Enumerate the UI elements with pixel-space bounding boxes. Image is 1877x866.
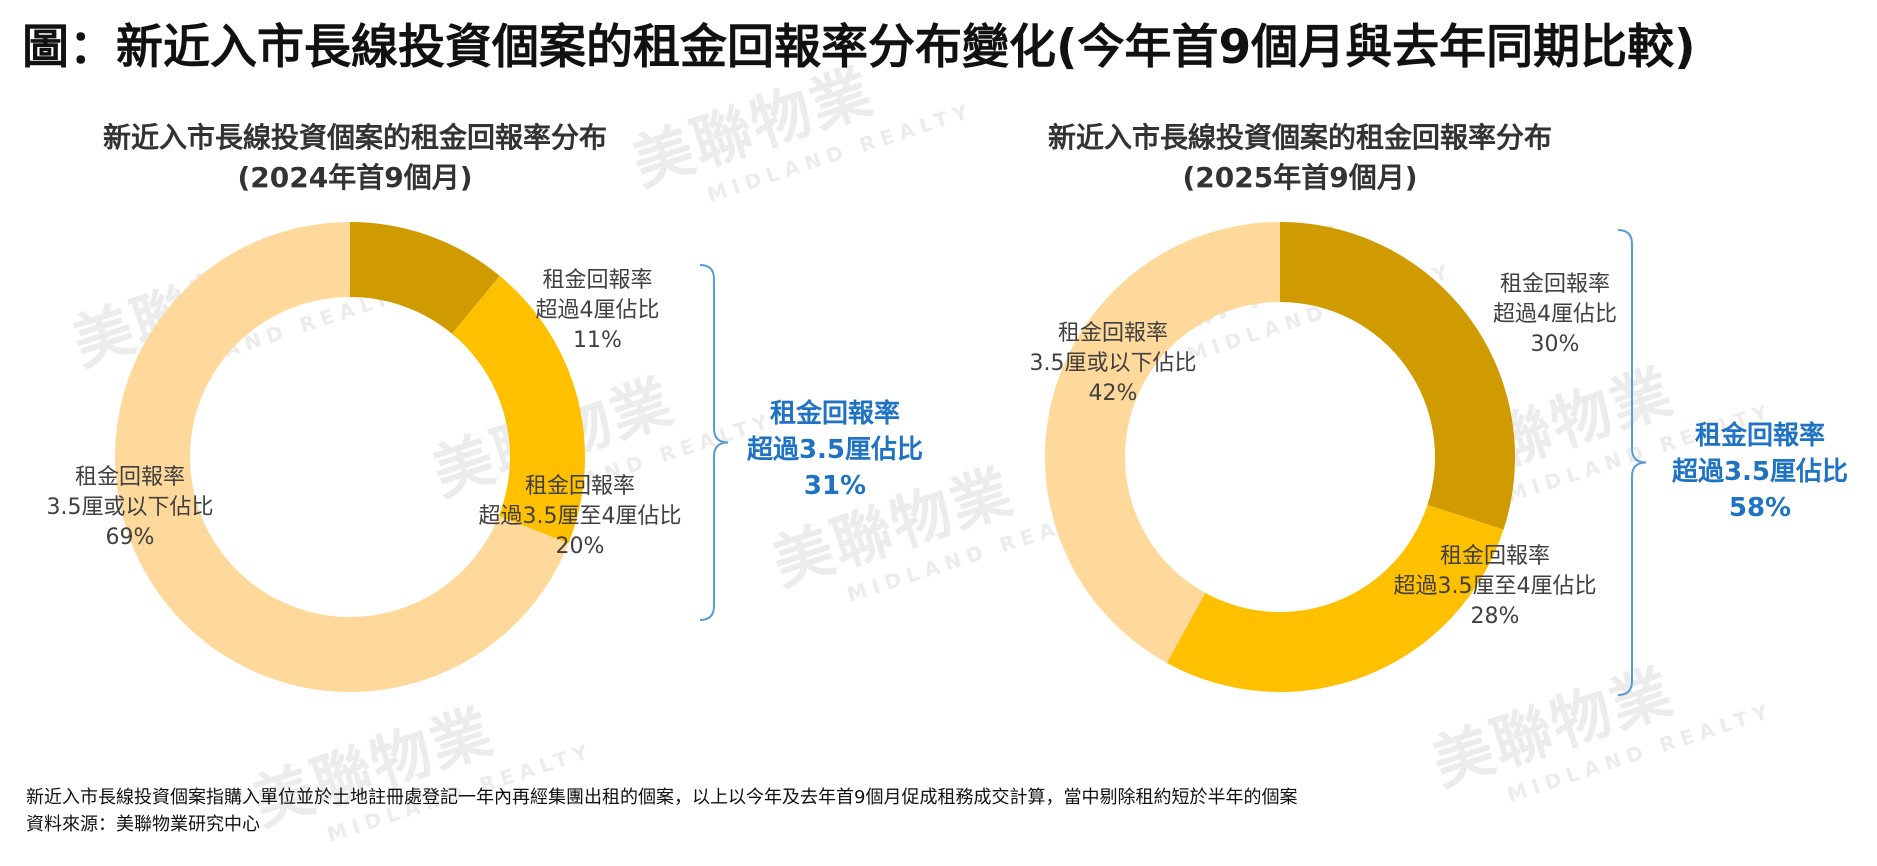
chart-1-summary-value: 31% — [803, 471, 867, 501]
chart-2-label-over4: 租金回報率 超過4厘佔比 30% — [1455, 270, 1655, 360]
chart-1-label-under3_5: 租金回報率 3.5厘或以下佔比 69% — [30, 463, 230, 553]
chart-2-title: 新近入市長線投資個案的租金回報率分布 (2025年首9個月) — [985, 118, 1615, 198]
chart-1-label-3_5to4-line1: 租金回報率 — [524, 474, 635, 499]
chart-1-label-3_5to4-value: 20% — [555, 534, 605, 559]
chart-2-summary-line2: 超過3.5厘佔比 — [1671, 457, 1849, 487]
chart-2-label-under3_5: 租金回報率 3.5厘或以下佔比 42% — [1013, 319, 1213, 409]
chart-1-label-over4-value: 11% — [573, 328, 622, 353]
chart-1-label-under3_5-line1: 租金回報率 — [74, 465, 185, 490]
chart-1-title-line2: (2024年首9個月) — [237, 161, 473, 194]
chart-1-slice-2 — [451, 275, 586, 544]
chart-1-summary: 租金回報率 超過3.5厘佔比 31% — [725, 396, 945, 504]
chart-2-label-under3_5-line2: 3.5厘或以下佔比 — [1029, 351, 1197, 376]
chart-2-summary-line1: 租金回報率 — [1694, 421, 1825, 451]
chart-2-summary-value: 58% — [1728, 493, 1792, 523]
chart-2-slice-1 — [1280, 222, 1515, 530]
chart-1-label-under3_5-line2: 3.5厘或以下佔比 — [46, 495, 214, 520]
chart-1-label-3_5to4: 租金回報率 超過3.5厘至4厘佔比 20% — [455, 472, 705, 562]
chart-2-summary-brace — [1617, 229, 1647, 696]
footnote: 新近入市長線投資個案指購入單位並於土地註冊處登記一年內再經集團出租的個案，以上以… — [26, 784, 1297, 838]
chart-2-label-over4-value: 30% — [1530, 332, 1580, 357]
chart-1-label-over4-line2: 超過4厘佔比 — [535, 298, 660, 323]
chart-1-title-line1: 新近入市長線投資個案的租金回報率分布 — [102, 121, 607, 154]
chart-1-summary-brace — [699, 264, 729, 621]
chart-2-label-3_5to4-value: 28% — [1470, 604, 1520, 629]
chart-1-label-3_5to4-line2: 超過3.5厘至4厘佔比 — [478, 504, 682, 529]
chart-1-summary-line1: 租金回報率 — [769, 399, 900, 429]
chart-2-label-under3_5-value: 42% — [1088, 381, 1138, 406]
chart-1-summary-line2: 超過3.5厘佔比 — [746, 435, 924, 465]
chart-2-label-3_5to4-line1: 租金回報率 — [1439, 544, 1550, 569]
chart-2-title-line1: 新近入市長線投資個案的租金回報率分布 — [1047, 121, 1552, 154]
chart-2-label-over4-line2: 超過4厘佔比 — [1493, 302, 1617, 327]
chart-2-slice-2 — [1166, 504, 1504, 692]
chart-2-label-over4-line1: 租金回報率 — [1499, 272, 1610, 297]
chart-2-label-3_5to4-line2: 超過3.5厘至4厘佔比 — [1393, 574, 1597, 599]
chart-1-label-under3_5-value: 69% — [105, 525, 155, 550]
page-title: 圖：新近入市長線投資個案的租金回報率分布變化(今年首9個月與去年同期比較) — [22, 20, 1696, 75]
chart-2-title-line2: (2025年首9個月) — [1182, 161, 1418, 194]
footnote-definition: 新近入市長線投資個案指購入單位並於土地註冊處登記一年內再經集團出租的個案，以上以… — [26, 787, 1298, 808]
chart-2-summary: 租金回報率 超過3.5厘佔比 58% — [1650, 418, 1870, 526]
chart-1-label-over4: 租金回報率 超過4厘佔比 11% — [510, 266, 685, 356]
chart-2-slice-3 — [1044, 222, 1280, 663]
chart-2-label-under3_5-line1: 租金回報率 — [1057, 321, 1168, 346]
chart-1-slice-3 — [115, 222, 569, 693]
chart-1-label-over4-line1: 租金回報率 — [542, 268, 653, 293]
chart-2-label-3_5to4: 租金回報率 超過3.5厘至4厘佔比 28% — [1370, 542, 1620, 632]
chart-1-title: 新近入市長線投資個案的租金回報率分布 (2024年首9個月) — [40, 118, 670, 198]
chart-1-slice-1 — [350, 222, 500, 334]
footnote-source: 資料來源：美聯物業研究中心 — [26, 814, 260, 835]
